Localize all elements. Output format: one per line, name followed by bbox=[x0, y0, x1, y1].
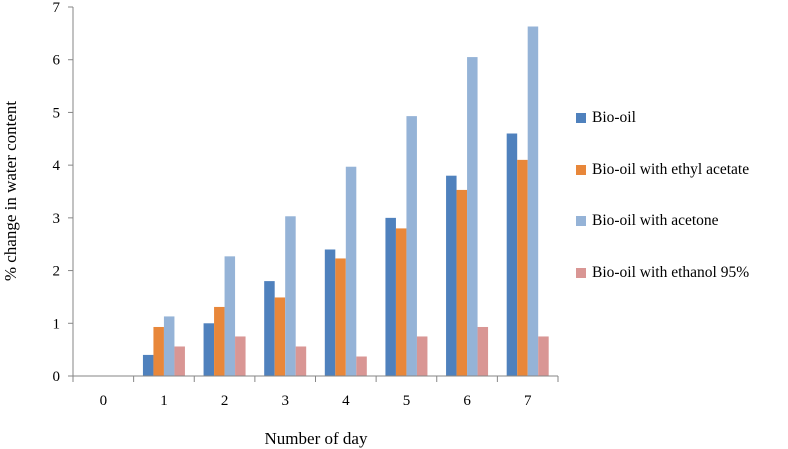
x-tick-label: 3 bbox=[281, 393, 289, 409]
bar-bio-oil-with-acetone-day-5 bbox=[406, 116, 417, 377]
legend-swatch bbox=[576, 216, 586, 226]
bar-bio-oil-with-ethyl-acetate-day-3 bbox=[274, 297, 286, 376]
bar-bio-oil-with-ethyl-acetate-day-2 bbox=[214, 306, 225, 376]
y-tick-label: 4 bbox=[53, 158, 61, 174]
y-axis-title: % change in water content bbox=[1, 101, 20, 282]
legend-label: Bio-oil with ethyl acetate bbox=[592, 160, 750, 178]
bar-bio-oil-with-ethanol-95--day-7 bbox=[538, 336, 549, 376]
bar-bio-oil-day-4 bbox=[324, 249, 336, 376]
bar-bio-oil-with-ethyl-acetate-day-4 bbox=[335, 258, 346, 376]
legend-swatch bbox=[576, 113, 586, 123]
axes-group bbox=[72, 7, 558, 377]
bar-bio-oil-with-acetone-day-2 bbox=[224, 256, 236, 376]
ticks-group: 0 1 2 3 4 5 6 7 0 1 2 3 4 5 6 7 bbox=[53, 0, 559, 409]
y-tick-label: 6 bbox=[53, 53, 61, 69]
y-tick-label: 1 bbox=[53, 316, 61, 332]
legend-swatch bbox=[576, 267, 586, 278]
y-tick-label: 3 bbox=[53, 211, 61, 227]
bar-bio-oil-with-acetone-day-6 bbox=[467, 57, 478, 376]
bar-bio-oil-with-ethanol-95--day-6 bbox=[477, 326, 489, 376]
bar-bio-oil-with-acetone-day-1 bbox=[163, 316, 175, 376]
bar-bio-oil-with-ethyl-acetate-day-6 bbox=[456, 189, 468, 376]
x-tick-label: 6 bbox=[463, 393, 471, 409]
bar-bio-oil-with-acetone-day-7 bbox=[527, 26, 539, 376]
legend: Bio-oil Bio-oil with ethyl acetate Bio-oil… bbox=[576, 108, 749, 314]
y-tick-label: 2 bbox=[53, 264, 61, 280]
x-tick-label: 7 bbox=[524, 393, 532, 409]
y-tick-label: 7 bbox=[53, 0, 61, 16]
x-tick-label: 2 bbox=[221, 393, 229, 409]
x-axis-title: Number of day bbox=[265, 429, 368, 448]
legend-item: Bio-oil bbox=[576, 108, 749, 128]
bar-bio-oil-day-2 bbox=[203, 323, 215, 376]
x-tick-label: 0 bbox=[100, 393, 108, 409]
legend-label: Bio-oil bbox=[592, 109, 636, 126]
bar-bio-oil-with-acetone-day-3 bbox=[285, 216, 296, 376]
bar-bio-oil-day-3 bbox=[264, 281, 275, 376]
legend-item: Bio-oil with ethanol 95% bbox=[576, 263, 749, 283]
bar-bio-oil-with-ethanol-95--day-4 bbox=[356, 356, 367, 376]
bar-bio-oil-with-acetone-day-4 bbox=[345, 166, 357, 376]
x-tick-label: 1 bbox=[160, 393, 168, 409]
legend-label: Bio-oil with ethanol 95% bbox=[592, 263, 750, 281]
y-tick-label: 5 bbox=[53, 105, 61, 121]
bars-group bbox=[142, 26, 549, 377]
x-tick-label: 5 bbox=[403, 393, 411, 409]
legend-item: Bio-oil with acetone bbox=[576, 211, 749, 231]
legend-swatch bbox=[576, 164, 586, 175]
bar-bio-oil-with-ethyl-acetate-day-1 bbox=[153, 326, 164, 376]
legend-item: Bio-oil with ethyl acetate bbox=[576, 160, 749, 180]
bar-bio-oil-with-ethyl-acetate-day-5 bbox=[395, 228, 407, 376]
bar-bio-oil-with-ethanol-95--day-2 bbox=[235, 336, 246, 376]
bar-bio-oil-day-6 bbox=[446, 175, 457, 376]
bar-bio-oil-day-5 bbox=[385, 217, 396, 376]
bar-bio-oil-with-ethanol-95--day-3 bbox=[295, 346, 307, 376]
x-tick-label: 4 bbox=[342, 393, 350, 409]
legend-label: Bio-oil with acetone bbox=[592, 212, 719, 229]
bar-bio-oil-day-1 bbox=[142, 354, 154, 376]
bar-bio-oil-with-ethanol-95--day-5 bbox=[416, 336, 428, 376]
y-tick-label: 0 bbox=[53, 369, 61, 385]
bar-bio-oil-with-ethyl-acetate-day-7 bbox=[517, 159, 528, 376]
bar-bio-oil-day-7 bbox=[506, 133, 518, 376]
bar-bio-oil-with-ethanol-95--day-1 bbox=[174, 346, 185, 376]
